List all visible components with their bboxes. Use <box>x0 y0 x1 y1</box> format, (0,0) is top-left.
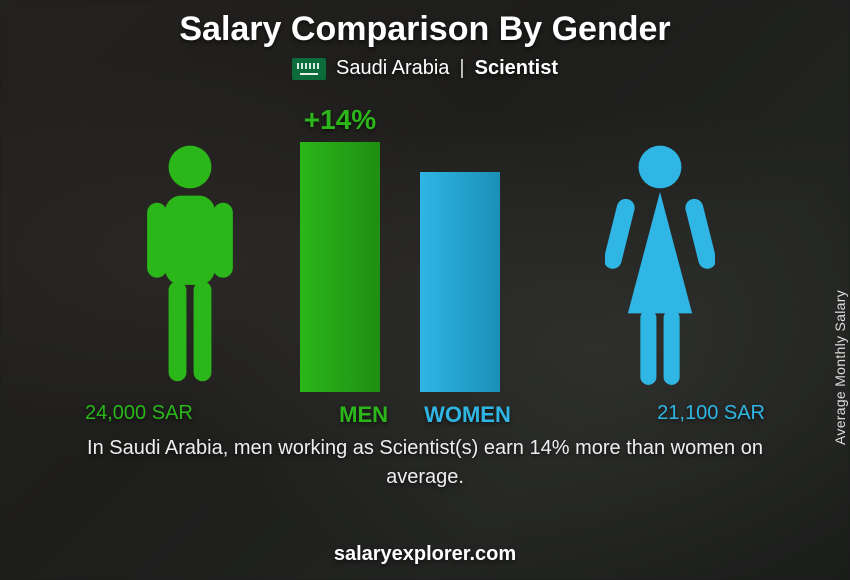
percent-difference-label: +14% <box>290 104 390 136</box>
role-label: Scientist <box>475 57 558 80</box>
y-axis-label: Average Monthly Salary <box>832 290 848 445</box>
bar-men <box>300 142 380 392</box>
page-title: Salary Comparison By Gender <box>179 10 670 49</box>
category-women: WOMEN <box>424 402 511 428</box>
male-person-icon <box>135 142 245 392</box>
saudi-arabia-flag-icon <box>292 58 326 80</box>
salary-men: 24,000 SAR <box>85 402 193 425</box>
separator: | <box>459 57 464 80</box>
bottom-labels: 24,000 SAR MEN WOMEN 21,100 SAR <box>125 402 725 428</box>
caption-text: In Saudi Arabia, men working as Scientis… <box>75 434 775 492</box>
country-label: Saudi Arabia <box>336 57 449 80</box>
subtitle-row: Saudi Arabia | Scientist <box>292 57 558 80</box>
salary-women: 21,100 SAR <box>657 402 765 425</box>
chart-area: +14% 24,000 SAR MEN WOMEN 21,100 SAR <box>125 88 725 428</box>
female-person-icon <box>605 142 715 392</box>
bar-women <box>420 172 500 392</box>
category-men: MEN <box>339 402 388 428</box>
footer-source: salaryexplorer.com <box>334 543 516 566</box>
infographic-content: Salary Comparison By Gender Saudi Arabia… <box>0 0 850 580</box>
